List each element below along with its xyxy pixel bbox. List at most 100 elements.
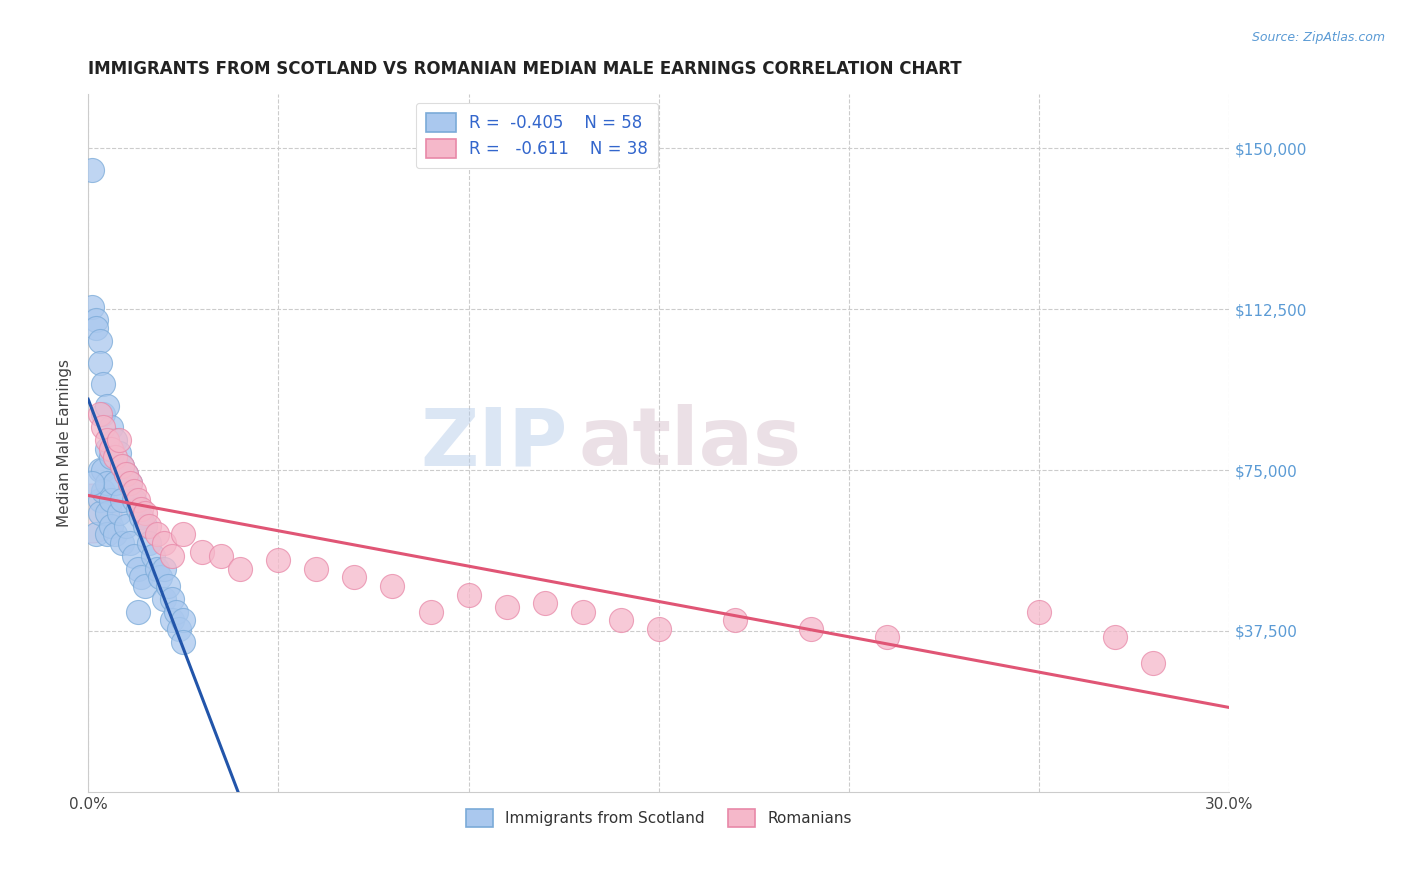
Point <box>127 562 149 576</box>
Point <box>93 463 115 477</box>
Point <box>724 613 747 627</box>
Point <box>104 527 127 541</box>
Point <box>131 510 153 524</box>
Point <box>80 162 103 177</box>
Legend: Immigrants from Scotland, Romanians: Immigrants from Scotland, Romanians <box>460 804 858 833</box>
Point <box>267 553 290 567</box>
Point <box>80 475 103 490</box>
Point <box>100 420 122 434</box>
Point <box>229 562 252 576</box>
Point <box>209 549 232 563</box>
Point <box>131 570 153 584</box>
Point <box>96 506 118 520</box>
Point <box>93 377 115 392</box>
Point <box>381 579 404 593</box>
Point <box>104 433 127 447</box>
Text: atlas: atlas <box>579 404 801 483</box>
Point <box>457 587 479 601</box>
Point <box>93 420 115 434</box>
Point <box>145 527 167 541</box>
Y-axis label: Median Male Earnings: Median Male Earnings <box>58 359 72 527</box>
Point <box>118 475 141 490</box>
Point <box>80 506 103 520</box>
Point <box>84 527 107 541</box>
Point <box>84 313 107 327</box>
Point <box>100 493 122 508</box>
Point <box>100 518 122 533</box>
Text: ZIP: ZIP <box>420 404 568 483</box>
Point <box>134 518 156 533</box>
Point <box>122 549 145 563</box>
Point <box>157 579 180 593</box>
Point <box>89 407 111 421</box>
Point <box>169 622 191 636</box>
Point <box>160 591 183 606</box>
Point <box>93 407 115 421</box>
Point <box>104 450 127 464</box>
Point <box>89 356 111 370</box>
Point <box>118 475 141 490</box>
Point <box>96 442 118 456</box>
Point <box>153 562 176 576</box>
Point <box>1028 605 1050 619</box>
Point <box>96 399 118 413</box>
Point <box>800 622 823 636</box>
Point <box>111 458 134 473</box>
Point <box>131 501 153 516</box>
Point <box>127 493 149 508</box>
Point <box>127 501 149 516</box>
Point <box>107 446 129 460</box>
Point <box>107 506 129 520</box>
Point <box>96 475 118 490</box>
Point <box>419 605 441 619</box>
Point <box>149 570 172 584</box>
Point <box>115 518 138 533</box>
Point <box>80 300 103 314</box>
Point <box>89 493 111 508</box>
Point <box>160 613 183 627</box>
Point <box>107 433 129 447</box>
Point <box>1104 631 1126 645</box>
Text: Source: ZipAtlas.com: Source: ZipAtlas.com <box>1251 31 1385 45</box>
Point <box>89 506 111 520</box>
Point <box>134 579 156 593</box>
Point <box>134 506 156 520</box>
Point <box>96 527 118 541</box>
Point <box>191 544 214 558</box>
Point <box>343 570 366 584</box>
Point <box>93 484 115 499</box>
Point <box>495 600 517 615</box>
Point <box>111 536 134 550</box>
Point <box>138 518 160 533</box>
Point <box>84 321 107 335</box>
Point <box>111 458 134 473</box>
Point <box>172 527 194 541</box>
Point <box>153 591 176 606</box>
Point <box>1142 656 1164 670</box>
Point <box>648 622 671 636</box>
Point <box>145 562 167 576</box>
Point <box>115 467 138 482</box>
Point <box>571 605 593 619</box>
Point <box>533 596 555 610</box>
Point <box>127 605 149 619</box>
Point <box>89 463 111 477</box>
Point <box>122 484 145 499</box>
Point <box>100 450 122 464</box>
Point <box>122 493 145 508</box>
Point <box>305 562 328 576</box>
Point <box>118 536 141 550</box>
Point <box>142 549 165 563</box>
Point <box>160 549 183 563</box>
Point <box>153 536 176 550</box>
Point <box>609 613 631 627</box>
Point <box>172 634 194 648</box>
Point <box>100 442 122 456</box>
Point <box>115 467 138 482</box>
Point <box>876 631 898 645</box>
Point <box>104 475 127 490</box>
Point <box>89 334 111 349</box>
Point <box>165 605 187 619</box>
Text: IMMIGRANTS FROM SCOTLAND VS ROMANIAN MEDIAN MALE EARNINGS CORRELATION CHART: IMMIGRANTS FROM SCOTLAND VS ROMANIAN MED… <box>89 60 962 78</box>
Point <box>138 536 160 550</box>
